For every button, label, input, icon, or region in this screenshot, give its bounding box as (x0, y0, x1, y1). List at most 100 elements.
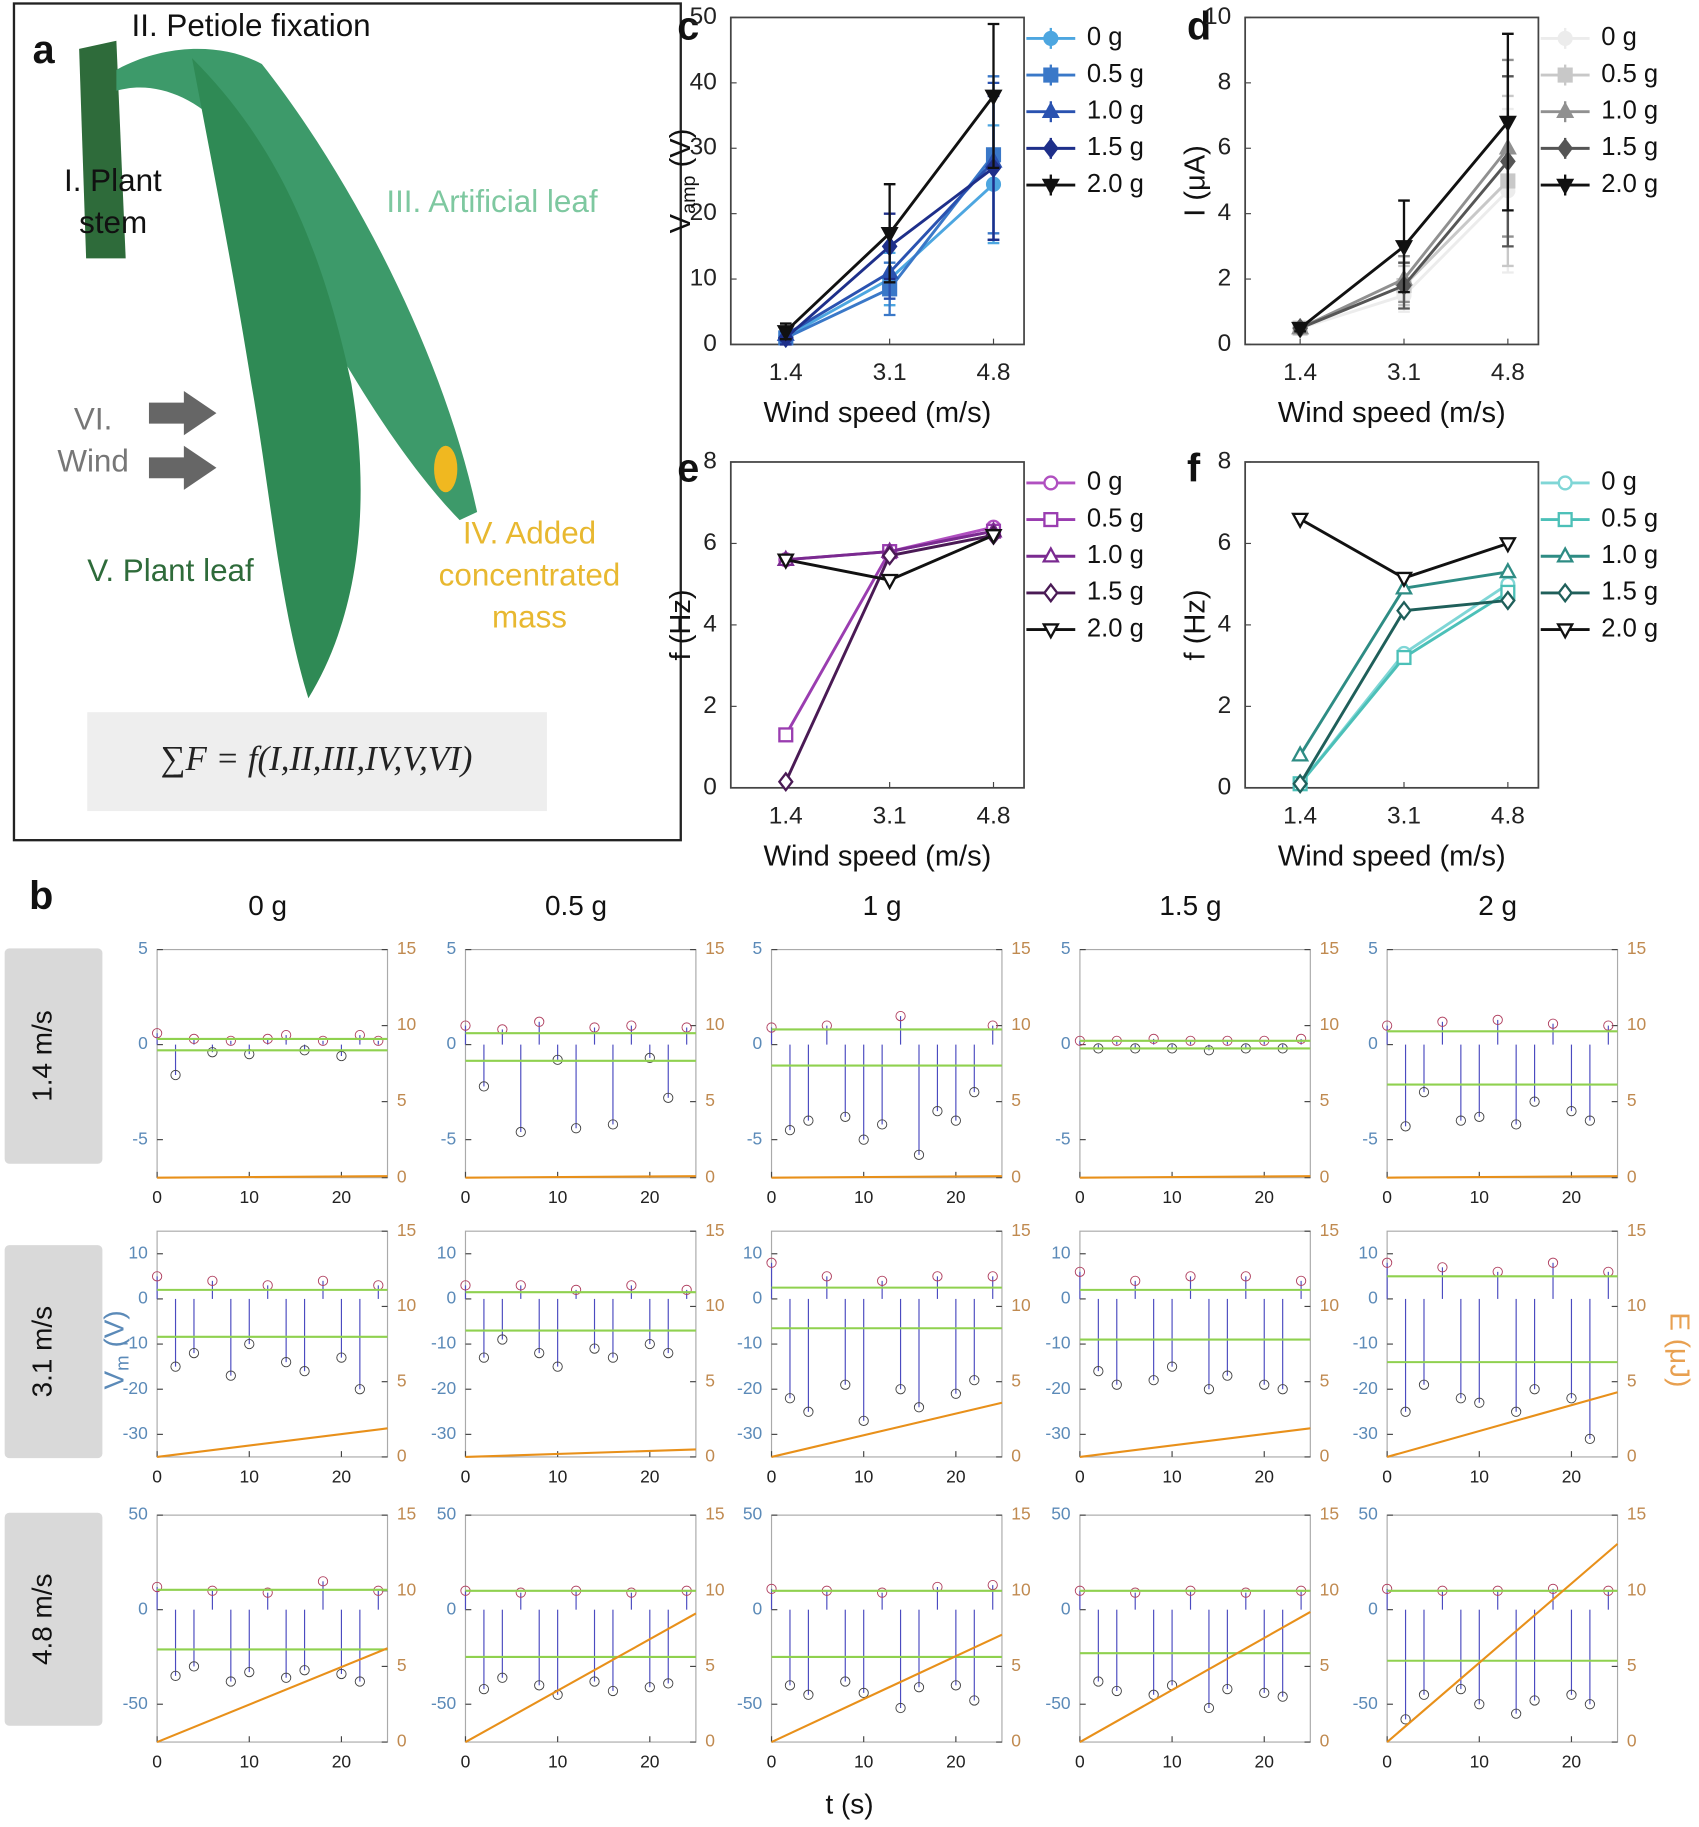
stem-head (589, 1676, 600, 1687)
wind-arrow (148, 445, 217, 490)
series-line (1387, 1175, 1618, 1179)
x-tick-label: 0 (152, 1187, 162, 1207)
stem-head (1203, 1384, 1215, 1395)
y2-tick-label: 15 (705, 1504, 724, 1524)
x-tick-label: 10 (1470, 1752, 1490, 1772)
stem-head (969, 1375, 980, 1386)
y2-tick-label: 15 (397, 1220, 416, 1240)
stem-head (1111, 1379, 1122, 1390)
x-tick-label: 4.8 (977, 359, 1011, 386)
diagram-label: mass (492, 599, 567, 634)
stem-head (317, 1035, 329, 1046)
y2-tick-label: 5 (705, 1655, 715, 1675)
y2-tick-label: 0 (1320, 1446, 1330, 1466)
row-label: 3.1 m/s (27, 1306, 58, 1398)
stem-head (1222, 1683, 1233, 1695)
x-tick-label: 20 (1255, 1467, 1275, 1487)
marker (1394, 571, 1414, 589)
x-tick-label: 4.8 (977, 802, 1011, 829)
y2-tick-label: 0 (397, 1731, 407, 1751)
y2-tick-label: 0 (1627, 1166, 1637, 1186)
marker (1557, 475, 1573, 491)
legend-label: 2.0 g (1601, 614, 1658, 642)
axes-frame (1244, 16, 1540, 346)
y2-tick-label: 5 (1320, 1090, 1330, 1110)
stem-head (895, 1702, 906, 1714)
legend-label: 0 g (1087, 23, 1123, 51)
stem-head (969, 1087, 980, 1098)
stem-head (1511, 1406, 1522, 1417)
axes-frame (1079, 948, 1311, 1179)
series-line (157, 1175, 388, 1179)
legend-label: 1.0 g (1601, 96, 1658, 124)
stem-head (1222, 1370, 1233, 1381)
marker (1396, 649, 1412, 666)
y-tick-label: -20 (737, 1378, 763, 1398)
row-label-box (4, 1245, 103, 1459)
y2-tick-label: 0 (705, 1731, 715, 1751)
stem-head (336, 1352, 347, 1363)
stem-head (607, 1685, 619, 1697)
stem-head (840, 1379, 851, 1390)
stem-head (784, 1680, 796, 1691)
stem-head (1093, 1366, 1104, 1377)
x-tick-label: 0 (1382, 1752, 1392, 1772)
stem-head (913, 1149, 925, 1160)
stem-head (784, 1125, 796, 1136)
y-axis-label-part: f (Hz) (1179, 589, 1211, 660)
stem-head (589, 1343, 600, 1354)
marker (1041, 178, 1060, 196)
x-tick-label: 20 (1562, 1752, 1582, 1772)
y-axis-label-part: f (Hz) (665, 589, 697, 660)
stem-head (858, 1415, 869, 1426)
stem-head (354, 1676, 365, 1687)
stem-head (515, 1280, 526, 1291)
stem-head (1584, 1699, 1596, 1710)
stem-head (663, 1678, 674, 1689)
stem-head (515, 1587, 526, 1598)
y-tick-label: 0 (138, 1033, 148, 1053)
stem-head (207, 1047, 218, 1058)
x-axis-label: Wind speed (m/s) (1278, 397, 1506, 429)
y-tick-label: 0 (446, 1288, 456, 1308)
y2-tick-label: 10 (1627, 1295, 1647, 1315)
stem-head (1400, 1714, 1411, 1725)
stem-head (803, 1406, 814, 1417)
marker (1043, 67, 1059, 83)
stem-head (681, 1284, 692, 1296)
x-tick-label: 3.1 (873, 359, 907, 386)
y-tick-label: -5 (1055, 1128, 1071, 1148)
stem-head (1547, 1583, 1559, 1594)
stem-head (354, 1384, 365, 1395)
x-tick-label: 10 (548, 1467, 568, 1487)
stem-head (607, 1352, 619, 1363)
row-label-box (4, 948, 103, 1164)
y-tick-label: 5 (138, 938, 148, 958)
marker (1557, 67, 1573, 83)
stem-head (534, 1347, 545, 1359)
stem-head (803, 1115, 814, 1126)
y2-tick-label: 10 (705, 1295, 725, 1315)
y2-tick-label: 15 (1627, 1504, 1646, 1524)
stem-head (478, 1352, 490, 1363)
stem-head (607, 1119, 619, 1130)
y-tick-label: 4 (703, 610, 717, 637)
stem-head (1148, 1375, 1159, 1386)
y2-tick-label: 5 (1011, 1090, 1021, 1110)
y2-tick-label: 0 (1011, 1731, 1021, 1751)
marker (1556, 623, 1575, 640)
y-tick-label: 10 (128, 1242, 148, 1262)
marker (984, 529, 1003, 546)
y2-tick-label: 5 (397, 1090, 407, 1110)
y2-tick-label: 10 (1320, 1295, 1340, 1315)
stem-head (1130, 1587, 1141, 1598)
marker (1042, 582, 1059, 604)
marker (880, 226, 899, 244)
stem-head (766, 1583, 777, 1594)
x-tick-label: 1.4 (1283, 802, 1317, 829)
row-label: 1.4 m/s (27, 1010, 58, 1102)
y-tick-label: 10 (1051, 1242, 1071, 1262)
stem-head (336, 1668, 347, 1680)
stem-head (1437, 1262, 1448, 1273)
y2-tick-label: 15 (705, 938, 724, 958)
